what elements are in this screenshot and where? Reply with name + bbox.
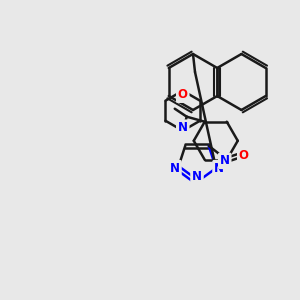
Text: N: N: [178, 121, 188, 134]
Text: N: N: [192, 172, 202, 182]
Text: N: N: [214, 163, 224, 173]
Text: N: N: [170, 162, 180, 175]
Text: N: N: [178, 121, 188, 134]
Text: N: N: [214, 162, 224, 175]
Text: N: N: [192, 170, 202, 184]
Text: O: O: [178, 88, 188, 101]
Text: O: O: [239, 149, 249, 162]
Text: N: N: [220, 154, 230, 167]
Text: N: N: [220, 154, 230, 167]
Text: N: N: [170, 163, 180, 173]
Text: O: O: [239, 149, 249, 162]
Text: O: O: [178, 88, 188, 101]
